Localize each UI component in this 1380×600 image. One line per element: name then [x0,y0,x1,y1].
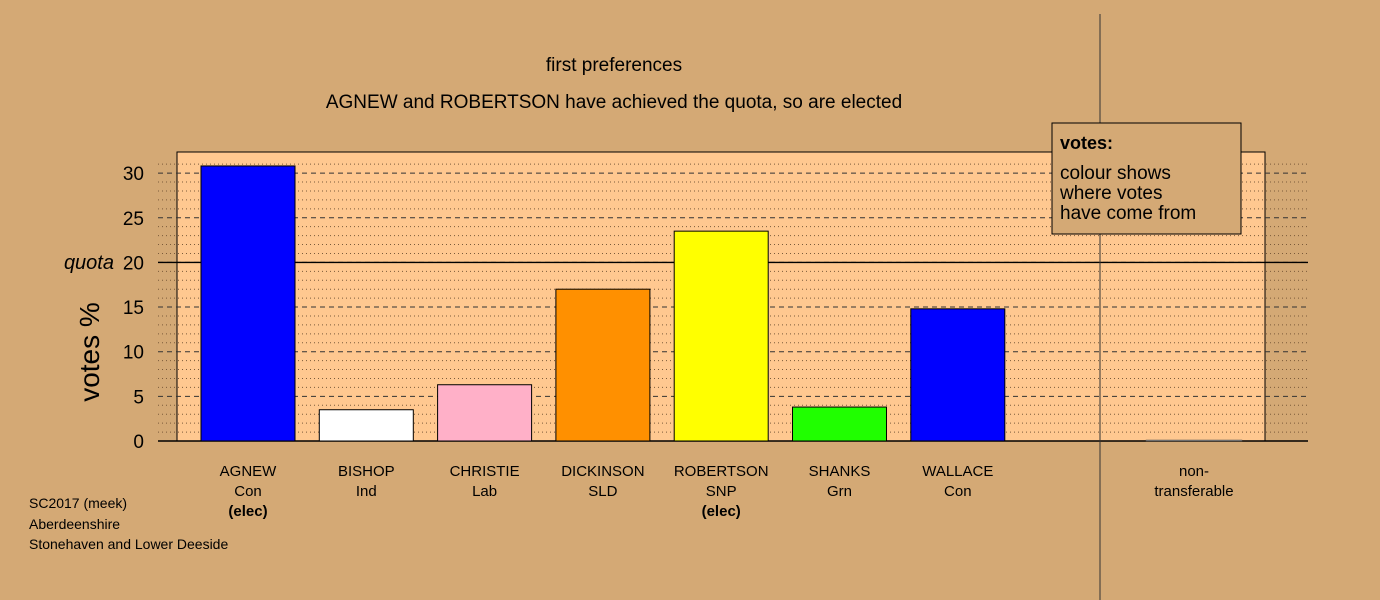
y-tick-label: 15 [123,298,144,319]
candidate-name-label: DICKINSON [561,463,644,480]
nontransferable-label: non- [1179,463,1209,480]
legend-box [1051,122,1242,235]
legend-line: where votes [1059,183,1162,204]
y-tick-label: 30 [123,164,144,185]
bar-bishop [318,409,414,442]
y-tick-label: 10 [123,343,144,364]
candidate-party-label: Con [944,483,972,500]
legend-line: colour shows [1060,163,1171,184]
footer-line: Aberdeenshire [29,516,120,532]
bar-dickinson [555,288,651,442]
legend-title: votes: [1060,133,1113,153]
chart-title: first preferences [546,55,682,76]
bars [200,165,1243,442]
footer-line: SC2017 (meek) [29,495,127,511]
bar-christie [437,384,533,442]
candidate-party-label: SLD [588,483,617,500]
candidate-party-label: Lab [472,483,497,500]
candidate-name-label: SHANKS [809,463,871,480]
chart-subtitle: AGNEW and ROBERTSON have achieved the qu… [326,92,902,113]
y-tick-label: 5 [133,387,144,408]
candidate-name-label: ROBERTSON [674,463,769,480]
bar-agnew [200,165,296,442]
y-tick-label: 25 [123,209,144,230]
bar-nontransferable [1145,439,1243,442]
footer: SC2017 (meek) Aberdeenshire Stonehaven a… [29,495,228,552]
y-tick-label: 0 [133,432,144,453]
bar-wallace [910,308,1006,442]
elected-label: (elec) [702,503,741,520]
elected-label: (elec) [228,503,267,520]
quota-label: quota [64,252,114,274]
footer-line: Stonehaven and Lower Deeside [29,536,228,552]
candidate-name-label: CHRISTIE [450,463,520,480]
candidate-name-label: AGNEW [220,463,278,480]
bar-robertson [673,230,769,442]
bar-shanks [792,406,887,442]
y-axis-label: votes % [74,302,105,402]
x-labels: AGNEW Con (elec) BISHOP Ind CHRISTIE Lab DICKIN… [220,463,1234,520]
candidate-party-label: Con [234,483,262,500]
candidate-party-label: SNP [706,483,737,500]
legend-line: have come from [1060,203,1196,224]
candidate-name-label: BISHOP [338,463,395,480]
candidate-name-label: WALLACE [922,463,993,480]
candidate-party-label: Grn [827,483,852,500]
nontransferable-label: transferable [1154,483,1233,500]
y-axis: 0 5 10 15 20 25 30 [123,164,144,453]
y-tick-label: 20 [123,253,144,274]
candidate-party-label: Ind [356,483,377,500]
legend: votes: colour shows where votes have com… [1051,122,1242,235]
